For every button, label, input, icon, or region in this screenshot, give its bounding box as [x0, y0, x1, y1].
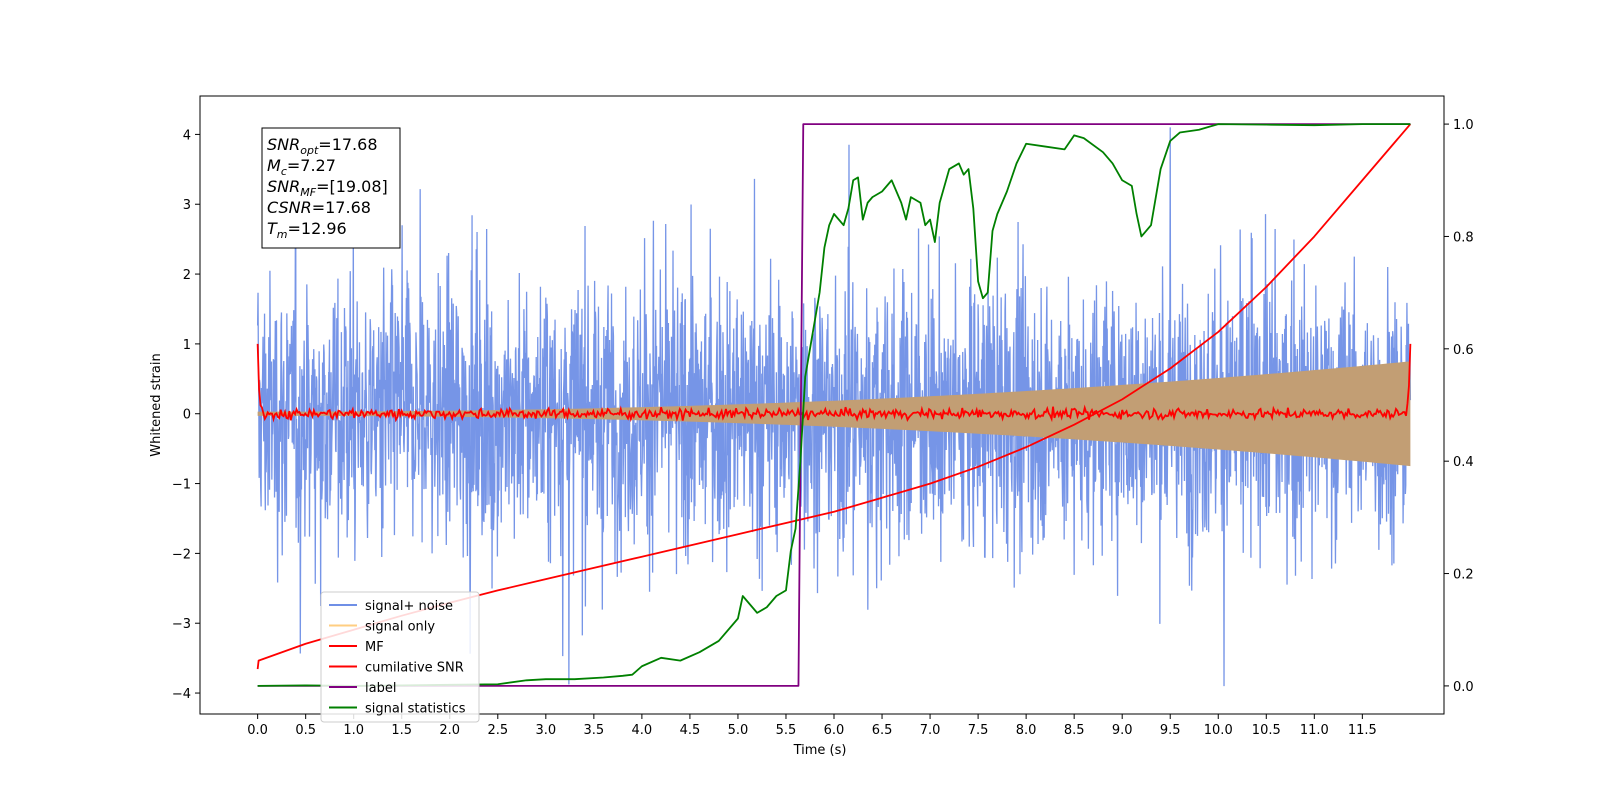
- y-axis-label: Whitened strain: [149, 353, 164, 456]
- x-tick-label: 5.0: [728, 723, 749, 738]
- x-tick-label: 3.5: [584, 723, 605, 738]
- legend-frame: [320, 591, 480, 723]
- x-tick-label: 5.5: [776, 723, 797, 738]
- series-mf-line: [256, 343, 1412, 423]
- x-tick-label: 10.5: [1252, 723, 1281, 738]
- axes-frame: [199, 95, 1445, 715]
- x-tick-label: 11.5: [1348, 723, 1377, 738]
- legend: signal+ noise signal only MF cumilative SNR…: [320, 591, 480, 723]
- x-axis-label: Time (s): [793, 743, 847, 758]
- x-tick-label: 11.0: [1300, 723, 1329, 738]
- x-tick-label: 2.0: [439, 723, 460, 738]
- annotation-line: Mc=7.27: [267, 156, 336, 178]
- y-left-tick-label: −1: [172, 478, 191, 493]
- y-axis-right: 0.0 0.2 0.4 0.6 0.8 1.0: [1444, 118, 1474, 695]
- legend-label: cumilative SNR: [365, 661, 464, 676]
- y-left-tick-label: 1: [183, 338, 191, 353]
- annotation-frame: [261, 127, 401, 249]
- x-tick-label: 10.0: [1204, 723, 1233, 738]
- legend-label: label: [365, 681, 396, 696]
- y-left-tick-label: −4: [172, 687, 191, 702]
- y-right-tick-label: 0.4: [1453, 455, 1474, 470]
- series-label-line: [257, 123, 1411, 687]
- x-tick-label: 1.5: [391, 723, 412, 738]
- x-tick-label: 8.5: [1064, 723, 1085, 738]
- stats-annotation-box: SNRopt=17.68Mc=7.27SNRMF=[19.08]CSNR=17.…: [261, 127, 401, 249]
- y-left-tick-label: 4: [183, 128, 191, 143]
- x-tick-label: 0.5: [295, 723, 316, 738]
- x-tick-label: 9.5: [1160, 723, 1181, 738]
- y-left-tick-label: −3: [172, 617, 191, 632]
- y-right-tick-label: 0.2: [1453, 568, 1474, 583]
- annotation-line: CSNR=17.68: [267, 198, 371, 217]
- series-signal-statistics-line: [257, 123, 1411, 687]
- y-right-tick-label: 1.0: [1453, 118, 1474, 133]
- x-tick-label: 7.0: [920, 723, 941, 738]
- x-tick-label: 0.0: [247, 723, 268, 738]
- y-axis-left: −4 −3 −2 −1 0 1 2 3 4: [172, 128, 200, 702]
- x-tick-label: 8.0: [1016, 723, 1037, 738]
- legend-label: signal+ noise: [365, 599, 453, 614]
- x-tick-label: 9.0: [1112, 723, 1133, 738]
- y-left-tick-label: −2: [172, 547, 191, 562]
- x-tick-label: 4.5: [680, 723, 701, 738]
- y-right-tick-label: 0.8: [1453, 230, 1474, 245]
- y-right-tick-label: 0.6: [1453, 343, 1474, 358]
- x-tick-label: 7.5: [968, 723, 989, 738]
- y-right-tick-label: 0.0: [1453, 680, 1474, 695]
- annotation-line: Tm=12.96: [267, 219, 347, 241]
- x-tick-label: 4.0: [632, 723, 653, 738]
- x-axis: 0.0 0.5 1.0 1.5 2.0 2.5 3.0 3.5 4.0 4.5 5.0 5.5 6.0 6…: [247, 714, 1377, 738]
- y-left-tick-label: 2: [183, 268, 191, 283]
- legend-label: MF: [365, 640, 384, 655]
- x-tick-label: 1.0: [343, 723, 364, 738]
- y-left-tick-label: 0: [183, 408, 191, 423]
- x-tick-label: 2.5: [487, 723, 508, 738]
- legend-label: signal only: [365, 620, 435, 635]
- legend-label: signal statistics: [365, 702, 466, 717]
- x-tick-label: 3.0: [535, 723, 556, 738]
- x-tick-label: 6.5: [872, 723, 893, 738]
- y-left-tick-label: 3: [183, 198, 191, 213]
- x-tick-label: 6.0: [824, 723, 845, 738]
- annotation-line: SNRopt=17.68: [267, 135, 378, 157]
- annotation-line: SNRMF=[19.08]: [267, 177, 388, 199]
